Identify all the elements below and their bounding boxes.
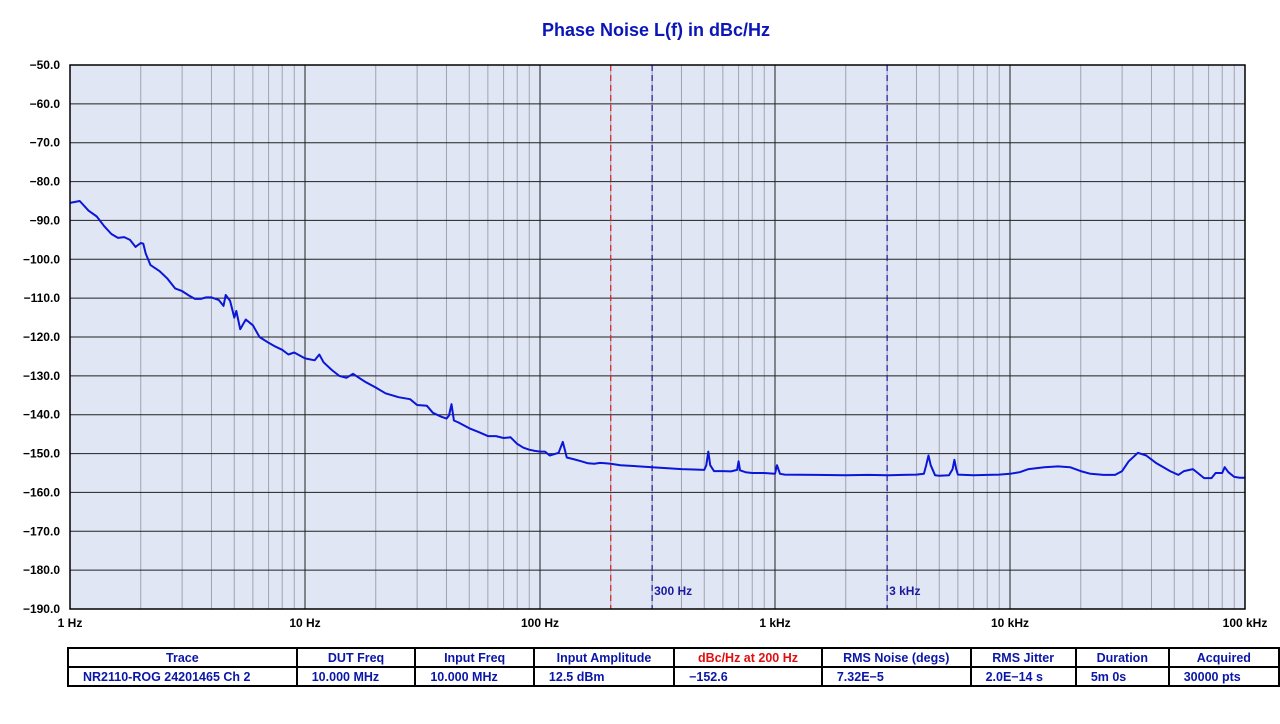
y-tick-label: −170.0 [23,524,60,538]
table-cell: −152.6 [673,666,823,687]
frequency-markers: 300 Hz 3 kHz [610,65,920,609]
table-cell: 2.0E−14 s [969,666,1077,687]
table-cell: 10.000 MHz [414,666,535,687]
y-tick-label: −90.0 [30,213,61,227]
x-tick-label: 1 kHz [759,616,790,630]
table-header-cell: DUT Freq [295,647,417,668]
table-cell: 12.5 dBm [532,666,676,687]
plot-border [69,64,1246,610]
x-tick-label: 100 Hz [521,616,559,630]
table-header-row: Trace DUT Freq Input Freq Input Amplitude dB… [67,647,1280,668]
y-tick-label: −80.0 [30,175,61,189]
table-header-cell: Trace [67,647,298,668]
chart-title: Phase Noise L(f) in dBc/Hz [542,20,770,40]
y-tick-label: −110.0 [24,291,61,305]
y-tick-label: −130.0 [23,369,60,383]
y-tick-label: −180.0 [23,563,60,577]
x-tick-label: 10 Hz [289,616,320,630]
x-tick-label: 10 kHz [991,616,1029,630]
table-header-cell: dBc/Hz at 200 Hz [673,647,823,668]
summary-table: Trace DUT Freq Input Freq Input Amplitude dB… [67,647,1280,687]
x-tick-label: 100 kHz [1223,616,1268,630]
table-cell: 10.000 MHz [295,666,417,687]
y-tick-label: −120.0 [23,330,60,344]
table-cell: NR2110-ROG 24201465 Ch 2 [67,666,298,687]
y-tick-label: −60.0 [30,97,61,111]
table-header-cell: RMS Noise (degs) [820,647,972,668]
trace-layer [69,200,1245,480]
y-tick-label: −50.0 [30,58,61,72]
y-tick-label: −150.0 [23,447,60,461]
table-header-cell: Duration [1074,647,1170,668]
marker-label: 3 kHz [889,584,920,598]
x-tick-label: 1 Hz [58,616,83,630]
y-tick-label: −100.0 [23,252,60,266]
x-axis-ticks: 1 Hz 10 Hz 100 Hz 1 kHz 10 kHz 100 kHz [58,616,1268,630]
marker-label: 300 Hz [654,584,692,598]
y-tick-label: −190.0 [23,602,60,616]
phase-noise-chart: Phase Noise L(f) in dBc/Hz 300 Hz 3 kHz −… [23,20,1268,630]
table-row: NR2110-ROG 24201465 Ch 2 10.000 MHz 10.000… [67,666,1280,687]
y-tick-label: −140.0 [23,408,60,422]
table-header-cell: Input Freq [414,647,535,668]
table-cell: 30000 pts [1167,666,1280,687]
table-header-cell: Input Amplitude [532,647,676,668]
table-cell: 7.32E−5 [820,666,972,687]
table-header-cell: Acquired [1167,647,1280,668]
y-axis-ticks: −50.0 −60.0 −70.0 −80.0 −90.0 −100.0 −110.0 −12… [23,58,60,616]
table-header-cell: RMS Jitter [969,647,1077,668]
y-tick-label: −160.0 [23,485,60,499]
grid [69,64,1246,610]
table-cell: 5m 0s [1074,666,1170,687]
y-tick-label: −70.0 [30,136,61,150]
trace-line [69,200,1245,480]
